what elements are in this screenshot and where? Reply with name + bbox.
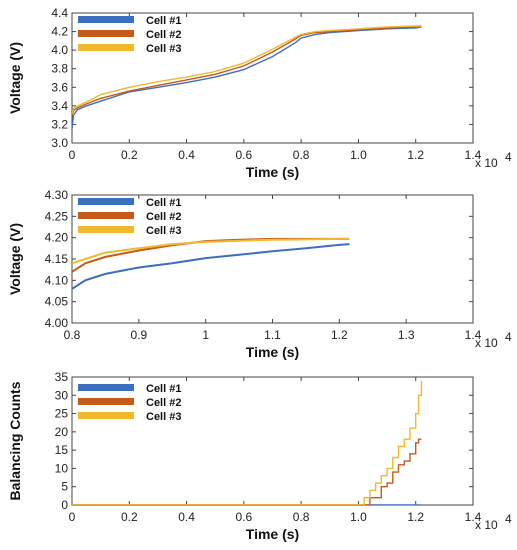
y-axis-label: Voltage (V) [7,42,23,114]
x-exponent-label: 4 [505,150,512,164]
legend-swatch-cell-3 [78,226,134,233]
x-tick-label: 1.2 [407,148,424,162]
x-tick-label: 1.3 [398,328,415,342]
y-tick-label: 20 [55,425,69,439]
x-tick-label: 1.2 [331,328,348,342]
x-axis-label: Time (s) [246,526,299,542]
series-line-cell-3 [72,380,423,505]
y-tick-label: 4.15 [45,252,69,266]
series-line-cell-3 [72,25,422,114]
x-multiplier-label: x 10 [475,336,498,350]
series-line-cell-2 [72,25,422,116]
x-tick-label: 1.0 [350,148,367,162]
legend-label-cell-3: Cell #3 [146,411,181,423]
legend-swatch-cell-3 [78,412,134,419]
legend-label-cell-2: Cell #2 [146,211,181,223]
x-exponent-label: 4 [505,512,512,526]
x-tick-label: 1.4 [465,510,482,524]
legend-swatch-cell-1 [78,384,134,391]
x-multiplier-label: x 10 [475,518,498,532]
legend-label-cell-1: Cell #1 [146,383,181,395]
x-tick-label: 0.2 [121,510,138,524]
y-tick-label: 4.05 [45,295,69,309]
y-axis-label: Voltage (V) [7,223,23,295]
x-tick-label: 1 [202,328,209,342]
series-line-cell-1 [72,243,350,290]
x-tick-label: 0.6 [236,148,253,162]
y-tick-label: 3.0 [51,136,68,150]
legend-swatch-cell-2 [78,398,134,405]
y-tick-label: 4.25 [45,209,69,223]
y-tick-label: 10 [55,461,69,475]
x-tick-label: 0.8 [64,328,81,342]
x-exponent-label: 4 [505,330,512,344]
y-tick-label: 4.4 [51,6,68,20]
series-line-cell-2 [72,438,422,505]
y-tick-label: 30 [55,388,69,402]
x-tick-label: 1.4 [465,148,482,162]
x-tick-label: 0 [69,148,76,162]
y-tick-label: 3.2 [51,117,68,131]
y-tick-label: 0 [61,498,68,512]
x-tick-label: 0.8 [293,510,310,524]
chart-panel-1: 0 0.2 0.4 0.6 0.8 1.0 1.2 1.4 3.0 3.2 3.4 3.6 3.8 4.0… [7,6,512,180]
y-axis-label: Balancing Counts [7,381,23,500]
legend-label-cell-2: Cell #2 [146,397,181,409]
y-tick-label: 3.8 [51,62,68,76]
x-tick-label: 1.4 [465,328,482,342]
y-tick-label: 3.4 [51,99,68,113]
legend-swatch-cell-3 [78,44,134,51]
plot-area [71,12,474,144]
legend-label-cell-3: Cell #3 [146,43,181,55]
x-tick-label: 0.6 [236,510,253,524]
series-line-cell-1 [72,26,422,130]
y-tick-label: 4.0 [51,43,68,57]
y-tick-label: 4.10 [45,273,69,287]
x-tick-label: 0.4 [178,510,195,524]
chart-panel-2: 0.8 0.9 1 1.1 1.2 1.3 1.4 4.00 4.05 4.10 4.15 4.20 4… [7,188,512,360]
x-tick-label: 0 [69,510,76,524]
y-tick-label: 25 [55,407,69,421]
x-tick-label: 0.9 [130,328,147,342]
legend-swatch-cell-2 [78,212,134,219]
x-axis-label: Time (s) [246,164,299,180]
y-tick-label: 4.20 [45,231,69,245]
x-tick-label: 1.0 [350,510,367,524]
y-tick-label: 35 [55,370,69,384]
y-tick-label: 4.2 [51,25,68,39]
legend-label-cell-1: Cell #1 [146,197,181,209]
x-tick-label: 0.4 [178,148,195,162]
y-tick-label: 4.00 [45,316,69,330]
x-axis-label: Time (s) [246,344,299,360]
x-tick-label: 1.2 [407,510,424,524]
x-tick-label: 1.1 [264,328,281,342]
legend-swatch-cell-1 [78,16,134,23]
chart-panel-3: 0 0.2 0.4 0.6 0.8 1.0 1.2 1.4 0 5 10 15 20 25 30 35 x 10… [7,370,512,542]
y-tick-label: 5 [61,480,68,494]
legend-label-cell-3: Cell #3 [146,225,181,237]
x-tick-label: 0.8 [293,148,310,162]
y-tick-label: 3.6 [51,80,68,94]
legend-swatch-cell-2 [78,30,134,37]
y-tick-label: 15 [55,443,69,457]
legend-label-cell-2: Cell #2 [146,29,181,41]
plot-area [71,376,474,506]
y-tick-label: 4.30 [45,188,69,202]
x-tick-label: 0.2 [121,148,138,162]
legend-label-cell-1: Cell #1 [146,15,181,27]
x-multiplier-label: x 10 [475,156,498,170]
legend-swatch-cell-1 [78,198,134,205]
series-line-cell-3 [72,237,350,265]
